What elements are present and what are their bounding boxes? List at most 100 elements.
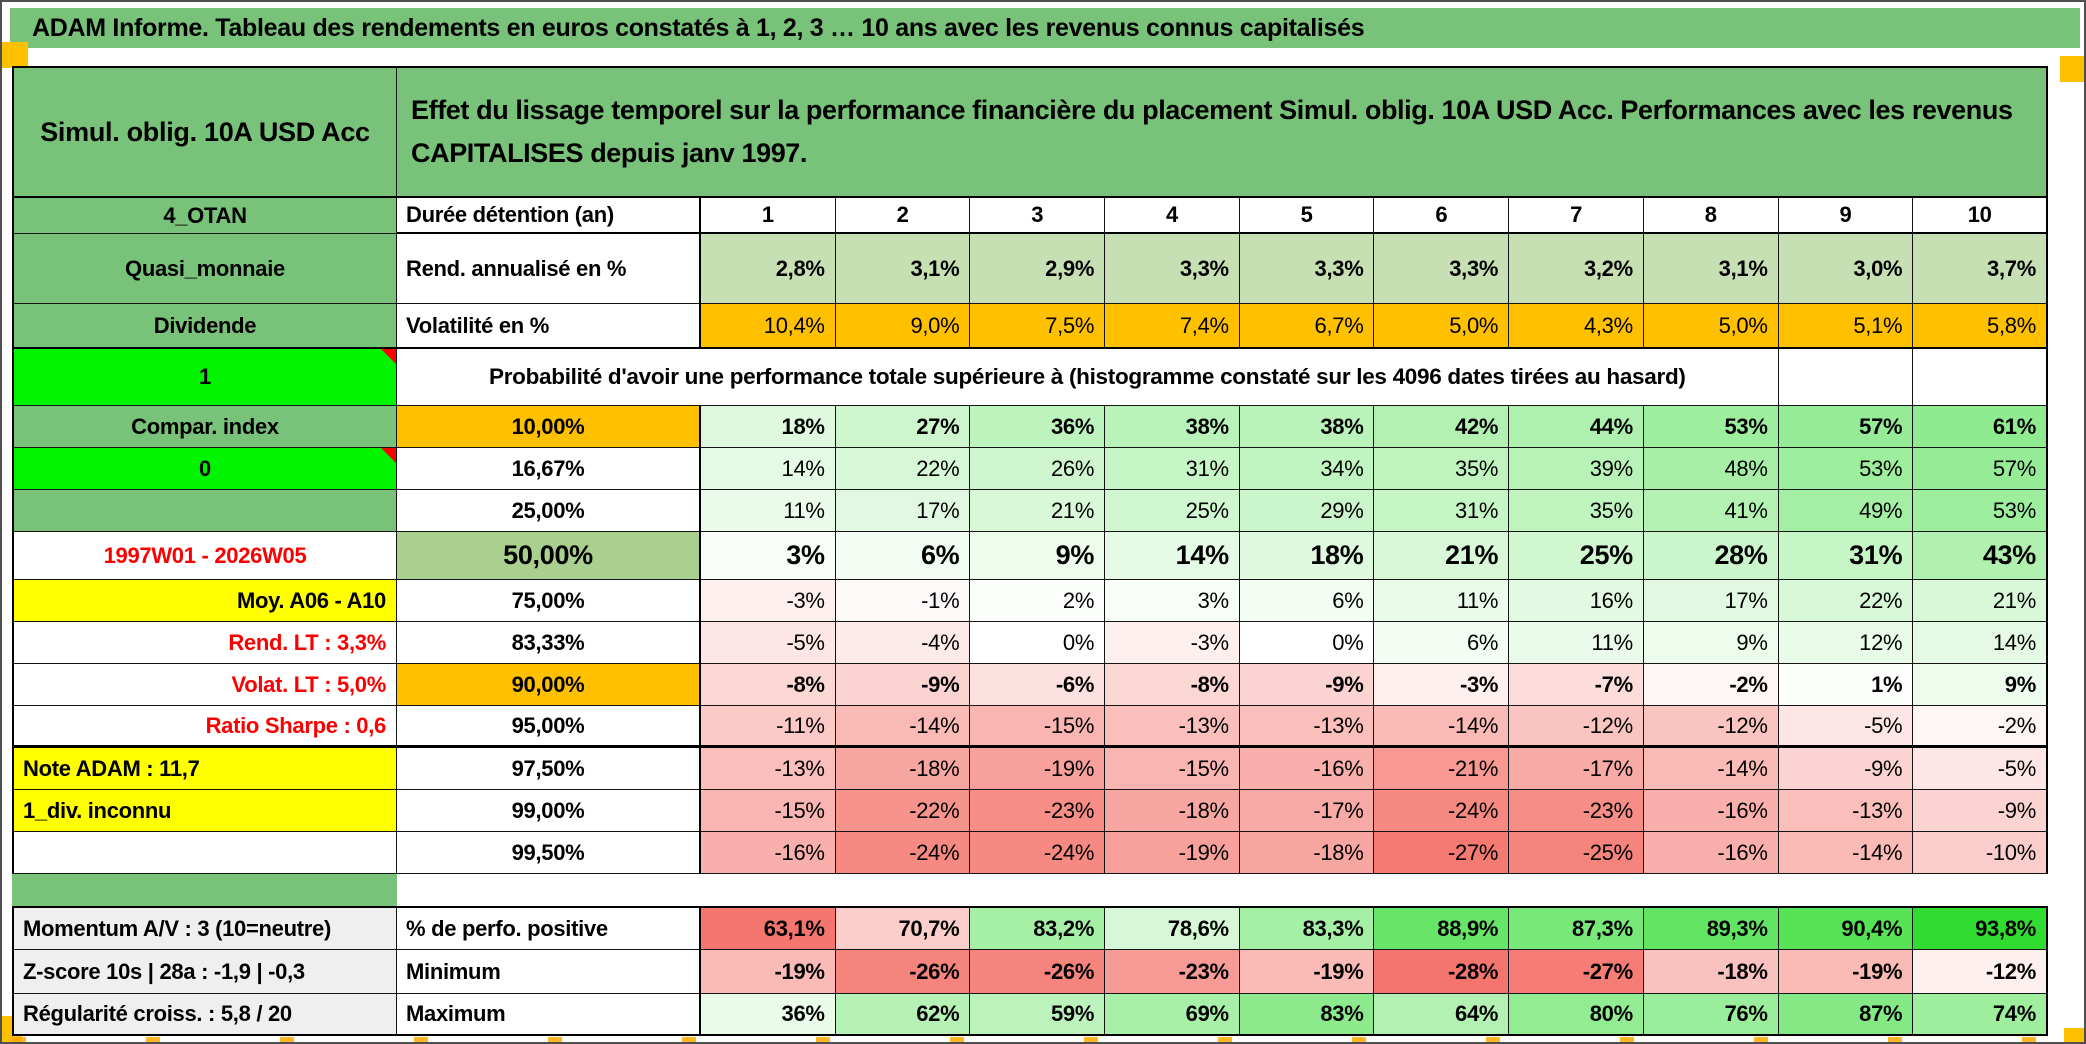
cell-prob-3-y9[interactable]: 31%: [1778, 532, 1914, 580]
cell-prob-side-9[interactable]: 1_div. inconnu: [12, 790, 397, 832]
cell-summary-0-y8[interactable]: 89,3%: [1643, 906, 1779, 950]
cell-volatility-y5[interactable]: 6,7%: [1239, 304, 1375, 349]
cell-prob-10-y7[interactable]: -25%: [1509, 832, 1644, 874]
cell-prob-0-y4[interactable]: 38%: [1105, 406, 1240, 448]
cell-prob-threshold-7[interactable]: 95,00%: [397, 706, 701, 748]
cell-annual-return-label[interactable]: Rend. annualisé en %: [397, 234, 701, 304]
cell-prob-side-6[interactable]: Volat. LT : 5,0%: [12, 664, 397, 706]
cell-summary-1-y5[interactable]: -19%: [1239, 950, 1375, 994]
cell-summary-2-y7[interactable]: 80%: [1509, 994, 1644, 1036]
cell-summary-1-y3[interactable]: -26%: [970, 950, 1106, 994]
cell-prob-5-y8[interactable]: 9%: [1643, 622, 1779, 664]
cell-prob-6-y7[interactable]: -7%: [1509, 664, 1644, 706]
cell-prob-4-y8[interactable]: 17%: [1643, 580, 1779, 622]
cell-annual-return-y7[interactable]: 3,2%: [1509, 234, 1644, 304]
cell-prob-2-y2[interactable]: 17%: [835, 490, 971, 532]
cell-prob-7-y9[interactable]: -5%: [1778, 706, 1914, 748]
cell-prob-6-y1[interactable]: -8%: [701, 664, 836, 706]
cell-prob-0-y6[interactable]: 42%: [1374, 406, 1510, 448]
cell-prob-9-y10[interactable]: -9%: [1913, 790, 2048, 832]
cell-prob-10-y3[interactable]: -24%: [970, 832, 1106, 874]
cell-banner-empty-10[interactable]: [1913, 349, 2048, 406]
cell-volatility-y3[interactable]: 7,5%: [970, 304, 1106, 349]
cell-prob-7-y2[interactable]: -14%: [835, 706, 971, 748]
cell-annual-return-y4[interactable]: 3,3%: [1105, 234, 1240, 304]
cell-prob-3-y8[interactable]: 28%: [1643, 532, 1779, 580]
cell-prob-2-y7[interactable]: 35%: [1509, 490, 1644, 532]
cell-duration-header[interactable]: Durée détention (an): [397, 198, 701, 234]
cell-prob-side-10[interactable]: [12, 832, 397, 874]
cell-summary-side-0[interactable]: Momentum A/V : 3 (10=neutre): [12, 906, 397, 950]
cell-prob-10-y2[interactable]: -24%: [835, 832, 971, 874]
cell-summary-0-y1[interactable]: 63,1%: [701, 906, 836, 950]
cell-summary-side-2[interactable]: Régularité croiss. : 5,8 / 20: [12, 994, 397, 1036]
cell-prob-side-8[interactable]: Note ADAM : 11,7: [12, 748, 397, 790]
cell-annual-return-y3[interactable]: 2,9%: [970, 234, 1106, 304]
cell-annual-return-y6[interactable]: 3,3%: [1374, 234, 1510, 304]
cell-year-6[interactable]: 6: [1374, 198, 1510, 234]
cell-prob-6-y10[interactable]: 9%: [1913, 664, 2048, 706]
cell-summary-side-1[interactable]: Z-score 10s | 28a : -1,9 | -0,3: [12, 950, 397, 994]
cell-prob-1-y5[interactable]: 34%: [1239, 448, 1375, 490]
cell-prob-9-y2[interactable]: -22%: [835, 790, 971, 832]
cell-prob-9-y6[interactable]: -24%: [1374, 790, 1510, 832]
cell-prob-8-y4[interactable]: -15%: [1105, 748, 1240, 790]
cell-summary-2-y10[interactable]: 74%: [1913, 994, 2048, 1036]
cell-prob-4-y5[interactable]: 6%: [1239, 580, 1375, 622]
cell-prob-7-y10[interactable]: -2%: [1913, 706, 2048, 748]
cell-year-9[interactable]: 9: [1778, 198, 1914, 234]
cell-prob-threshold-8[interactable]: 97,50%: [397, 748, 701, 790]
cell-summary-0-y5[interactable]: 83,3%: [1239, 906, 1375, 950]
cell-volatility-y10[interactable]: 5,8%: [1913, 304, 2048, 349]
cell-prob-3-y4[interactable]: 14%: [1105, 532, 1240, 580]
cell-prob-6-y5[interactable]: -9%: [1239, 664, 1375, 706]
cell-summary-0-y3[interactable]: 83,2%: [970, 906, 1106, 950]
cell-volatility-y1[interactable]: 10,4%: [701, 304, 836, 349]
cell-summary-2-y3[interactable]: 59%: [970, 994, 1106, 1036]
cell-prob-6-y4[interactable]: -8%: [1105, 664, 1240, 706]
cell-prob-threshold-10[interactable]: 99,50%: [397, 832, 701, 874]
cell-prob-8-y10[interactable]: -5%: [1913, 748, 2048, 790]
cell-prob-3-y3[interactable]: 9%: [970, 532, 1106, 580]
cell-year-4[interactable]: 4: [1105, 198, 1240, 234]
cell-prob-4-y6[interactable]: 11%: [1374, 580, 1510, 622]
cell-summary-label-1[interactable]: Minimum: [397, 950, 701, 994]
cell-annual-return-y5[interactable]: 3,3%: [1239, 234, 1375, 304]
cell-prob-5-y2[interactable]: -4%: [835, 622, 971, 664]
cell-prob-10-y9[interactable]: -14%: [1778, 832, 1914, 874]
cell-prob-2-y3[interactable]: 21%: [970, 490, 1106, 532]
cell-summary-1-y1[interactable]: -19%: [701, 950, 836, 994]
cell-summary-2-y4[interactable]: 69%: [1105, 994, 1240, 1036]
cell-prob-2-y5[interactable]: 29%: [1239, 490, 1375, 532]
cell-prob-5-y9[interactable]: 12%: [1778, 622, 1914, 664]
cell-prob-4-y3[interactable]: 2%: [970, 580, 1106, 622]
cell-prob-0-y5[interactable]: 38%: [1239, 406, 1375, 448]
cell-prob-7-y7[interactable]: -12%: [1509, 706, 1644, 748]
cell-prob-8-y2[interactable]: -18%: [835, 748, 971, 790]
cell-prob-4-y9[interactable]: 22%: [1778, 580, 1914, 622]
cell-prob-0-y2[interactable]: 27%: [835, 406, 971, 448]
cell-annual-return-y1[interactable]: 2,8%: [701, 234, 836, 304]
cell-prob-3-y10[interactable]: 43%: [1913, 532, 2048, 580]
cell-prob-6-y2[interactable]: -9%: [835, 664, 971, 706]
cell-prob-2-y4[interactable]: 25%: [1105, 490, 1240, 532]
cell-prob-5-y3[interactable]: 0%: [970, 622, 1106, 664]
cell-prob-1-y10[interactable]: 57%: [1913, 448, 2048, 490]
cell-prob-2-y9[interactable]: 49%: [1778, 490, 1914, 532]
cell-volatility-y8[interactable]: 5,0%: [1643, 304, 1779, 349]
cell-prob-2-y1[interactable]: 11%: [701, 490, 836, 532]
cell-summary-0-y4[interactable]: 78,6%: [1105, 906, 1240, 950]
cell-prob-threshold-2[interactable]: 25,00%: [397, 490, 701, 532]
cell-prob-10-y5[interactable]: -18%: [1239, 832, 1375, 874]
cell-summary-0-y10[interactable]: 93,8%: [1913, 906, 2048, 950]
cell-volatility-y6[interactable]: 5,0%: [1374, 304, 1510, 349]
cell-year-1[interactable]: 1: [701, 198, 836, 234]
cell-prob-9-y1[interactable]: -15%: [701, 790, 836, 832]
cell-prob-threshold-3[interactable]: 50,00%: [397, 532, 701, 580]
cell-prob-10-y10[interactable]: -10%: [1913, 832, 2048, 874]
cell-prob-3-y2[interactable]: 6%: [835, 532, 971, 580]
cell-prob-9-y3[interactable]: -23%: [970, 790, 1106, 832]
cell-prob-10-y1[interactable]: -16%: [701, 832, 836, 874]
cell-prob-7-y1[interactable]: -11%: [701, 706, 836, 748]
cell-prob-0-y1[interactable]: 18%: [701, 406, 836, 448]
